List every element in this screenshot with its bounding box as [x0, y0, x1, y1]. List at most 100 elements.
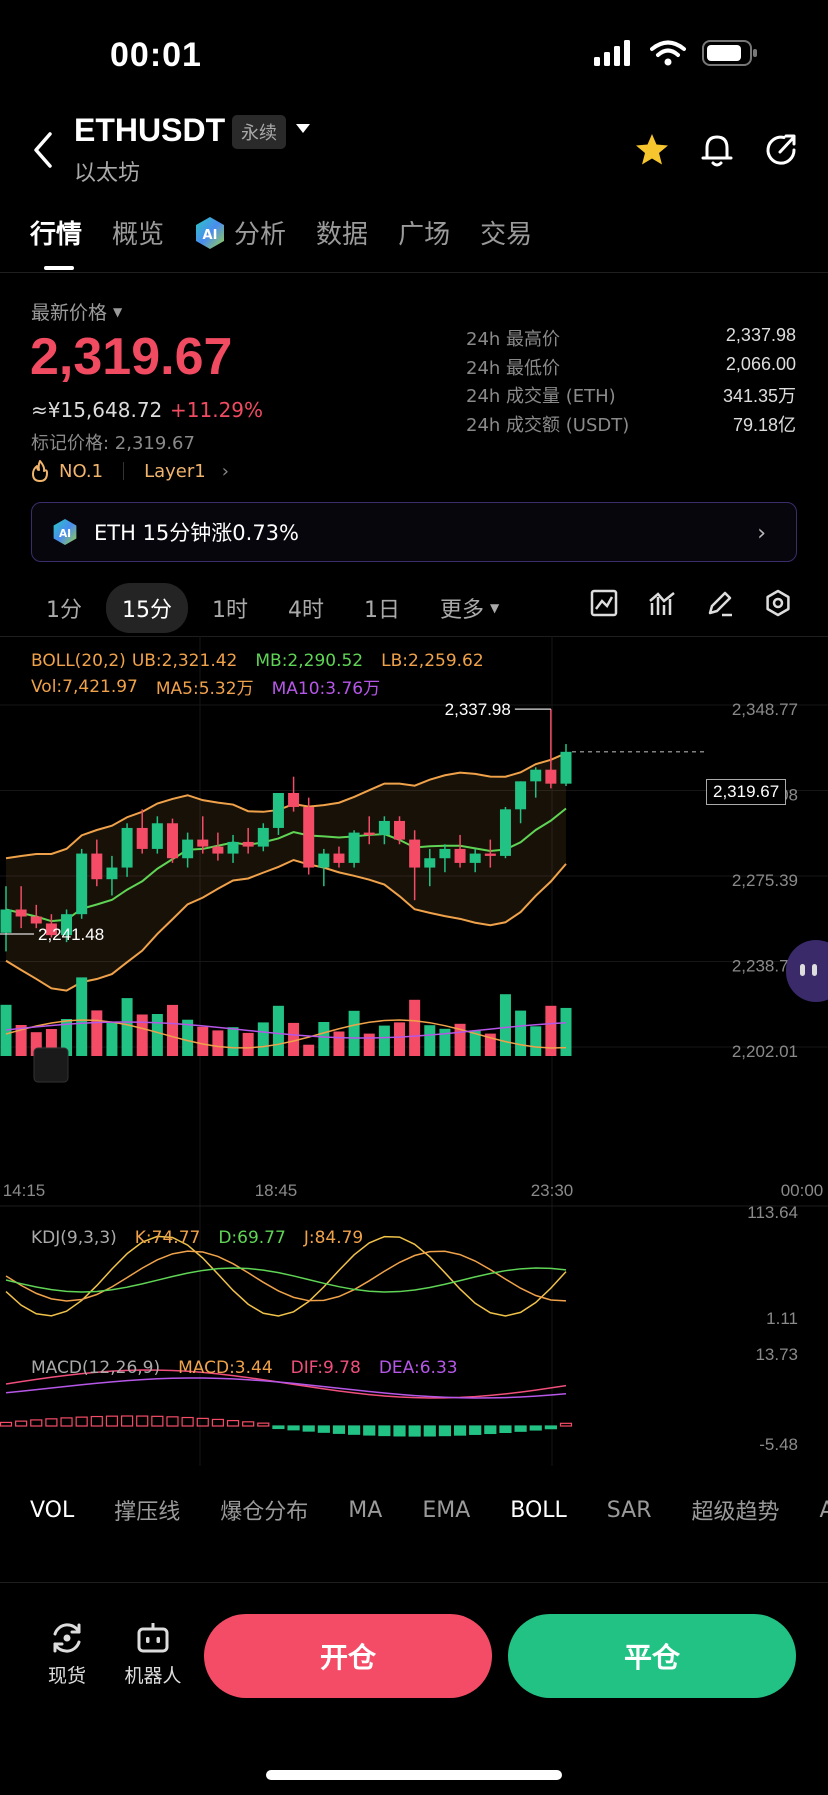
stat-row: 24h 成交量 (ETH) 341.35万 [466, 382, 796, 411]
volume-bar [0, 1004, 12, 1056]
tab-market[interactable]: 行情 [30, 220, 83, 250]
ind-sar[interactable]: SAR [606, 1497, 652, 1523]
ai-banner-text: ETH 15分钟涨0.73% [94, 521, 299, 545]
interval-15m[interactable]: 15分 [106, 583, 188, 633]
indicator-icon[interactable] [648, 589, 676, 617]
volume-bar [61, 1019, 73, 1056]
tab-trade[interactable]: 交易 [480, 220, 533, 250]
star-icon[interactable] [634, 132, 670, 168]
macd-legend: MACD(12,26,9) MACD:3.44 DIF:9.78 DEA:6.3… [31, 1358, 458, 1378]
macd-tick-label: 13.73 [755, 1345, 798, 1364]
candle [560, 751, 572, 784]
rank-tag[interactable]: NO.1 [59, 460, 104, 482]
ind-boll[interactable]: BOLL [510, 1497, 567, 1523]
open-position-button[interactable]: 开仓 [204, 1614, 492, 1698]
ind-vol[interactable]: VOL [30, 1497, 75, 1523]
interval-1m[interactable]: 1分 [46, 598, 82, 623]
boll-mb: MB:2,290.52 [255, 651, 364, 671]
candle [197, 839, 209, 847]
vol-legend: Vol:7,421.97 MA5:5.32万 MA10:3.76万 [31, 674, 380, 700]
ai-icon: AI [53, 519, 77, 545]
candle [499, 809, 511, 856]
close-position-button[interactable]: 平仓 [508, 1614, 796, 1698]
macd-histogram-bar [514, 1425, 527, 1432]
tab-overview[interactable]: 概览 [112, 220, 165, 250]
stat-label: 24h 成交量 (ETH) [466, 386, 616, 408]
macd-histogram-bar [166, 1416, 179, 1427]
ind-liquidation[interactable]: 爆仓分布 [220, 1500, 309, 1525]
macd-dea-line [5, 1377, 567, 1399]
ind-supertrend[interactable]: 超级趋势 [691, 1500, 780, 1525]
kdj-tick-label: 1.11 [766, 1309, 798, 1328]
kdj-tick-label: 113.64 [747, 1203, 798, 1222]
ind-ma[interactable]: MA [348, 1497, 383, 1523]
tab-square[interactable]: 广场 [398, 220, 451, 250]
signal-icon [594, 40, 630, 66]
volume-bar [333, 1031, 345, 1056]
chevron-right-icon: › [757, 521, 766, 546]
boll-lower-line [5, 858, 567, 992]
chevron-right-icon[interactable]: › [221, 460, 229, 482]
chart-tools [590, 589, 792, 617]
interval-1h[interactable]: 1时 [212, 598, 248, 623]
tab-data[interactable]: 数据 [316, 220, 369, 250]
macd-histogram-bar [438, 1425, 452, 1437]
volume-bar [424, 1025, 436, 1056]
pair-title[interactable]: ETHUSDT [74, 112, 226, 148]
share-icon[interactable] [764, 132, 798, 168]
interval-1d[interactable]: 1日 [364, 598, 400, 623]
settings-icon[interactable] [764, 589, 792, 617]
kdj-d: D:69.77 [218, 1228, 286, 1248]
stat-row: 24h 最低价 2,066.00 [466, 354, 796, 383]
macd-histogram-bar [0, 1421, 13, 1427]
x-tick-label: 00:00 [781, 1181, 824, 1200]
category-tag[interactable]: Layer1 [144, 460, 206, 482]
volume-bar [272, 1005, 284, 1056]
kdj-k-line [5, 1250, 567, 1302]
back-icon[interactable] [30, 130, 60, 170]
macd-histogram-bar [332, 1425, 346, 1434]
volume-bar [136, 1014, 148, 1056]
macd-tick-label: -5.48 [759, 1435, 798, 1454]
vol-ma10-line [5, 1021, 567, 1039]
ind-more[interactable]: A [819, 1497, 828, 1523]
fire-icon [32, 460, 48, 482]
draw-icon[interactable] [706, 589, 734, 617]
candle [242, 841, 254, 847]
tab-analysis[interactable]: AI 分析 [194, 214, 286, 251]
assistant-float-button[interactable] [786, 940, 828, 1002]
chart-type-icon[interactable] [590, 589, 618, 617]
x-tick-label: 23:30 [531, 1181, 574, 1200]
pair-dropdown-icon[interactable] [296, 124, 310, 133]
candle [257, 827, 269, 847]
latest-price-label[interactable]: 最新价格 ▼ [31, 298, 122, 325]
macd-histogram-bar [90, 1415, 103, 1427]
volume-bar [182, 1019, 194, 1056]
macd-histogram-bar [408, 1425, 421, 1437]
candle [318, 853, 330, 868]
y-tick-label: 2,238.70 [732, 957, 798, 976]
volume-bar [363, 1033, 375, 1056]
kdj-label: KDJ(9,3,3) [31, 1228, 117, 1248]
macd-histogram-bar [302, 1425, 315, 1432]
interval-4h[interactable]: 4时 [288, 598, 324, 623]
volume-bar [76, 977, 88, 1056]
ai-insight-banner[interactable]: AI ETH 15分钟涨0.73% › [31, 502, 797, 562]
mark-price: 标记价格: 2,319.67 [31, 433, 195, 454]
candle [30, 916, 42, 924]
volume-bar [45, 1029, 57, 1056]
bot-button[interactable]: 机器人 [118, 1620, 188, 1688]
candle [378, 820, 390, 835]
candle [439, 848, 451, 859]
ind-support[interactable]: 撑压线 [114, 1500, 181, 1525]
macd-histogram-bar [499, 1425, 512, 1434]
volume-bar [166, 1004, 178, 1056]
volume-bar [560, 1007, 572, 1056]
candle [409, 839, 421, 868]
bell-icon[interactable] [700, 132, 734, 168]
ind-ema[interactable]: EMA [422, 1497, 471, 1523]
interval-more[interactable]: 更多 ▼ [424, 583, 515, 633]
candle [515, 781, 527, 810]
spot-button[interactable]: 现货 [32, 1620, 102, 1688]
macd-histogram-bar [378, 1425, 391, 1437]
